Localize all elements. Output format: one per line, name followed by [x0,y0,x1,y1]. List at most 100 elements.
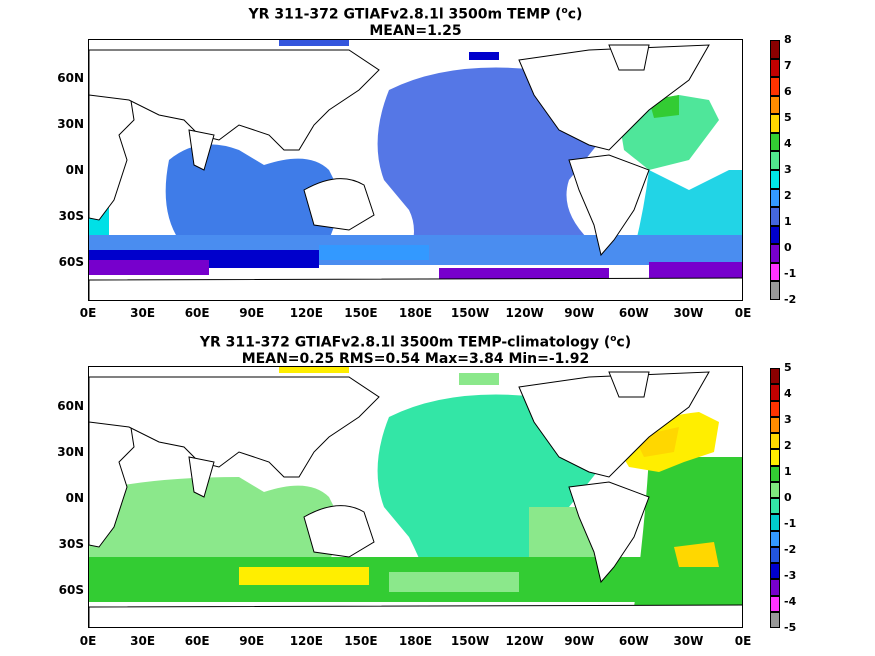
panel1-colorbar-segment [770,114,780,133]
panel1-colorbar-label: -1 [784,267,797,280]
panel1-colorbar-segment [770,58,780,78]
panel1-lon-label: 90W [564,306,595,320]
panel2-colorbar-segment [770,433,780,450]
panel1-lon-label: 150E [344,306,378,320]
panel1-lat-60N: 60N [57,71,84,85]
panel2-colorbar-segment [770,579,780,596]
panel2-lon-label: 180E [398,634,433,648]
panel2-colorbar-segment [770,449,780,466]
panel2-colorbar-segment [770,530,780,547]
panel2-lon-label: 60E [184,634,210,648]
panel2-stats: MEAN=0.25 RMS=0.54 Max=3.84 Min=-1.92 [241,350,590,367]
panel2-colorbar-segment [770,368,780,385]
panel1-colorbar-segment [770,281,780,300]
panel2-colorbar-label: 5 [784,361,792,374]
panel1-lon-label: 30W [673,306,704,320]
panel1-title: YR 311-372 GTIAFv2.8.1l 3500m TEMP (oc) … [88,3,743,39]
panel2-colorbar-label: -2 [784,543,797,556]
panel2-colorbar-label: 4 [784,387,792,400]
panel2-colorbar-segment [770,563,780,580]
panel1-colorbar-segment [770,151,780,170]
panel2-lon-label: 150E [344,634,378,648]
panel2-colorbar-segment [770,595,780,612]
panel2-title-end: c) [616,334,632,351]
panel1-map [88,39,743,301]
panel2-lon-label: 90W [564,634,595,648]
panel2-lon-label: 90E [239,634,265,648]
panel2-lat-30S: 30S [58,537,84,551]
panel2-lon-label: 0E [734,634,752,648]
panel1-lon-label: 150W [450,306,490,320]
panel2-colorbar-segment [770,400,780,417]
panel2-lon-label: 150W [450,634,490,648]
panel2-lat-60S: 60S [58,583,84,597]
panel1-lon-label: 0E [79,306,97,320]
panel1-colorbar-segment [770,262,780,282]
panel2-title: YR 311-372 GTIAFv2.8.1l 3500m TEMP-clima… [88,331,743,367]
panel2-title-text: YR 311-372 GTIAFv2.8.1l 3500m TEMP-clima… [199,334,611,351]
panel1-colorbar-segment [770,225,780,245]
panel1-lon-label: 60E [184,306,210,320]
panel1-coastlines [89,44,742,300]
panel1-colorbar-segment [770,244,780,263]
panel1-colorbar-label: 4 [784,137,792,150]
panel1-title-sup: o [561,6,568,16]
panel1-lon-label: 90E [239,306,265,320]
panel2-colorbar-segment [770,498,780,515]
panel2-lat-30N: 30N [57,445,84,459]
panel2-lon-label: 30W [673,634,704,648]
panel1-colorbar [770,40,780,300]
panel2-lon-label: 30E [130,634,156,648]
panel1-colorbar-segment [770,207,780,226]
panel1-colorbar-segment [770,170,780,189]
panel2-colorbar-label: -3 [784,569,797,582]
panel1-lat-60S: 60S [58,255,84,269]
panel1-lon-label: 0E [734,306,752,320]
panel2-map [88,366,743,628]
panel2-lat-0N: 0N [65,491,84,505]
panel1-colorbar-label: 0 [784,241,792,254]
panel2-colorbar-segment [770,546,780,563]
panel2-colorbar-segment [770,416,780,433]
panel1-lon-label: 120W [505,306,544,320]
panel2-lat-60N: 60N [57,399,84,413]
panel2-colorbar [770,368,780,628]
panel2-colorbar-label: 3 [784,413,792,426]
panel1-field [89,40,742,300]
panel2-lon-label: 120W [505,634,544,648]
panel1-lon-label: 60W [618,306,649,320]
panel2-lon-label: 60W [618,634,649,648]
panel2-colorbar-label: -5 [784,621,797,634]
panel2-title-sup: o [610,334,617,344]
panel1-lon-label: 180E [398,306,433,320]
panel1-lat-0N: 0N [65,163,84,177]
panel2-coastlines [89,371,742,627]
panel2-colorbar-segment [770,514,780,531]
panel2-colorbar-label: 0 [784,491,792,504]
panel2-colorbar-label: 2 [784,439,792,452]
panel1-lon-label: 120E [289,306,323,320]
panel2-colorbar-segment [770,611,780,628]
panel1-mean: MEAN=1.25 [369,22,462,39]
panel1-colorbar-label: 3 [784,163,792,176]
panel1-lat-30N: 30N [57,117,84,131]
panel1-colorbar-segment [770,95,780,115]
panel1-colorbar-segment [770,40,780,59]
panel1-colorbar-label: 1 [784,215,792,228]
panel1-colorbar-segment [770,77,780,96]
panel2-colorbar-segment [770,384,780,401]
panel1-lon-label: 30E [130,306,156,320]
panel1-title-end: c) [567,6,583,23]
panel1-colorbar-label: 6 [784,85,792,98]
panel2-colorbar-label: -4 [784,595,797,608]
panel2-colorbar-label: 1 [784,465,792,478]
panel1-colorbar-segment [770,132,780,152]
panel1-colorbar-label: -2 [784,293,797,306]
panel1-colorbar-label: 8 [784,33,792,46]
panel1-lat-30S: 30S [58,209,84,223]
panel1-colorbar-label: 7 [784,59,792,72]
panel1-colorbar-label: 2 [784,189,792,202]
panel2-colorbar-label: -1 [784,517,797,530]
panel2-lon-label: 0E [79,634,97,648]
panel2-colorbar-segment [770,481,780,498]
